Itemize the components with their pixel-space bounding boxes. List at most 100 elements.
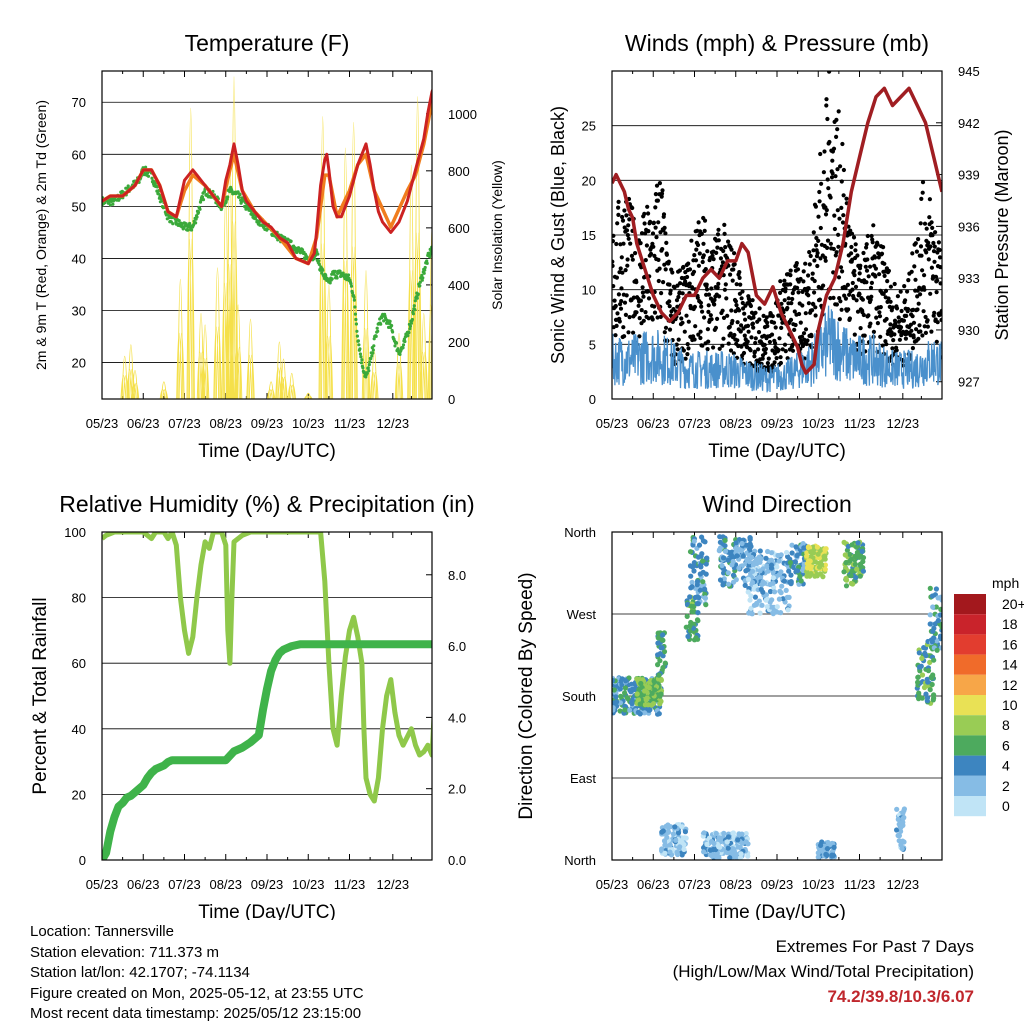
direction-point (613, 694, 619, 700)
direction-point (752, 594, 759, 600)
gust-point (716, 238, 721, 243)
direction-point (745, 576, 752, 583)
direction-point (921, 645, 927, 651)
direction-point (655, 662, 661, 668)
gust-point (838, 164, 843, 169)
legend-label: 12 (1002, 677, 1018, 693)
y2-tick-label: 945 (958, 64, 980, 79)
dewpoint-point (346, 273, 351, 277)
x-tick-label: 11/23 (334, 416, 366, 431)
direction-point (695, 610, 701, 616)
gust-point (651, 244, 656, 249)
direction-point (814, 544, 821, 550)
dewpoint-point (350, 291, 355, 295)
gust-point (930, 225, 935, 230)
dewpoint-point (320, 271, 324, 275)
dewpoint-point (289, 239, 293, 243)
direction-point (850, 581, 856, 587)
gust-point (685, 352, 690, 357)
gust-point (681, 264, 686, 270)
direction-point (658, 677, 665, 683)
gust-point (776, 348, 781, 353)
gust-point (700, 259, 705, 265)
x-tick-label: 05/23 (86, 877, 119, 892)
gust-point (819, 181, 824, 186)
direction-point (783, 587, 789, 594)
direction-point (731, 846, 737, 852)
gust-point (698, 300, 704, 305)
direction-point (685, 633, 691, 640)
direction-point (938, 633, 942, 639)
y-axis-label: 2m & 9m T (Red, Orange) & 2m Td (Green) (33, 100, 49, 370)
direction-point (734, 553, 740, 559)
direction-point (722, 548, 729, 555)
dewpoint-point (375, 326, 379, 330)
gust-point (692, 253, 697, 258)
gust-point (928, 244, 933, 249)
gust-point (770, 348, 775, 353)
x-tick-label: 12/23 (887, 416, 920, 431)
gust-point (862, 333, 867, 338)
gust-point (701, 241, 706, 246)
gust-point (861, 250, 866, 256)
dewpoint-point (167, 216, 171, 220)
gust-point (877, 310, 882, 315)
direction-point (693, 635, 699, 641)
dewpoint-point (158, 200, 162, 204)
dewpoint-point (312, 256, 316, 260)
gust-point (674, 298, 680, 303)
dewpoint-point (330, 277, 334, 281)
gust-point (616, 205, 621, 210)
gust-point (722, 287, 728, 292)
gust-point (882, 261, 887, 266)
direction-point (855, 540, 861, 546)
x-tick-label: 06/23 (127, 416, 160, 431)
gust-point (620, 218, 626, 223)
gust-point (709, 286, 714, 291)
gust-point (840, 220, 846, 225)
gust-point (818, 151, 823, 157)
gust-point (685, 274, 690, 280)
gust-point (629, 253, 635, 258)
direction-point (650, 701, 657, 707)
direction-point (711, 840, 717, 847)
direction-point (778, 610, 784, 616)
gust-point (773, 325, 778, 330)
dewpoint-point (317, 262, 321, 266)
direction-point (679, 824, 685, 830)
dewpoint-point (423, 268, 427, 272)
direction-point (747, 535, 753, 541)
direction-point (776, 596, 783, 602)
gust-point (622, 300, 628, 305)
gust-point (868, 285, 874, 290)
y-tick-label: 100 (64, 525, 86, 540)
direction-point (793, 544, 799, 550)
gust-point (853, 242, 858, 247)
direction-point (748, 554, 755, 561)
x-tick-label: 11/23 (334, 877, 366, 892)
gust-point (706, 292, 712, 297)
gust-point (915, 307, 920, 312)
direction-point (673, 837, 679, 843)
plot-border (101, 70, 433, 400)
direction-point (812, 573, 818, 579)
y-tick-label: 20 (72, 787, 86, 802)
dewpoint-point (198, 207, 202, 211)
direction-point (843, 575, 849, 582)
dewpoint-point (418, 284, 422, 288)
gust-point (714, 250, 719, 255)
dewpoint-point (144, 165, 148, 169)
y2-tick-label: 600 (448, 221, 470, 236)
gust-point (927, 197, 933, 202)
gust-point (662, 225, 667, 230)
gust-point (799, 334, 805, 339)
direction-point (762, 580, 768, 586)
gust-point (830, 158, 835, 163)
gust-point (838, 299, 843, 304)
direction-point (776, 558, 782, 564)
gust-point (849, 251, 854, 256)
gust-point (878, 305, 883, 310)
gust-point (642, 211, 647, 216)
gust-point (909, 269, 914, 274)
gust-point (743, 317, 748, 322)
